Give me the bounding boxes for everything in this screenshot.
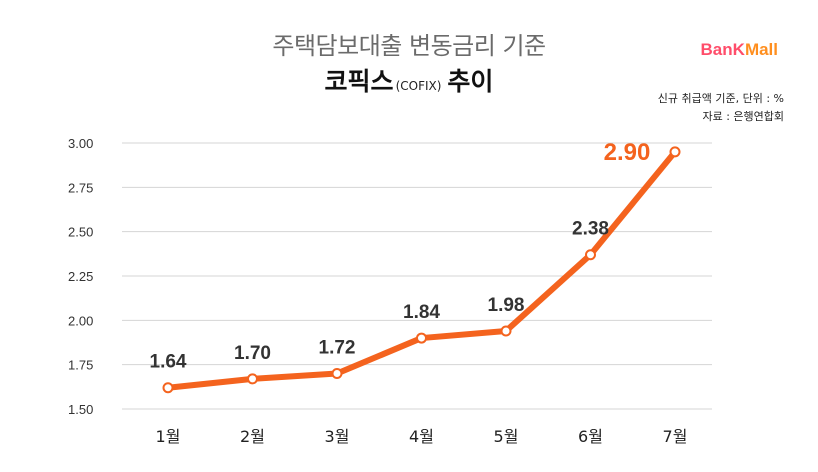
data-point bbox=[669, 146, 681, 158]
x-tick-label: 6월 bbox=[578, 427, 603, 446]
data-point bbox=[331, 368, 343, 380]
source-note: 자료 : 은행연합회 bbox=[702, 110, 784, 123]
y-tick-label: 1.75 bbox=[68, 358, 93, 373]
y-tick-label: 2.00 bbox=[68, 313, 93, 328]
data-point bbox=[500, 325, 512, 337]
title-main: 코픽스 bbox=[324, 67, 394, 96]
data-point bbox=[416, 332, 427, 344]
title-suffix: 추이 bbox=[447, 67, 494, 96]
logo-mall: Mall bbox=[744, 40, 778, 59]
title-paren: (COFIX) bbox=[395, 79, 442, 93]
x-tick-label: 2월 bbox=[240, 427, 265, 446]
y-tick-label: 2.50 bbox=[68, 225, 93, 240]
y-tick-label: 2.75 bbox=[68, 180, 93, 195]
data-label: 1.84 bbox=[403, 302, 440, 323]
bankmall-logo: BanKMall bbox=[701, 40, 778, 60]
data-label: 2.38 bbox=[572, 219, 609, 240]
chart-subtitle: 주택담보대출 변동금리 기준 bbox=[272, 32, 546, 60]
data-point bbox=[162, 382, 174, 394]
x-tick-label: 3월 bbox=[325, 427, 350, 446]
x-tick-label: 4월 bbox=[409, 427, 434, 446]
y-tick-label: 2.25 bbox=[68, 269, 93, 284]
logo-bank: BanK bbox=[700, 40, 745, 59]
data-label: 1.64 bbox=[150, 352, 187, 373]
x-tick-label: 1월 bbox=[156, 427, 181, 446]
data-label: 1.70 bbox=[234, 343, 271, 364]
unit-note: 신규 취급액 기준, 단위 : % bbox=[657, 92, 784, 105]
data-label: 1.98 bbox=[488, 295, 525, 316]
y-tick-label: 3.00 bbox=[68, 136, 93, 151]
y-tick-label: 1.50 bbox=[68, 402, 93, 417]
x-tick-label: 7월 bbox=[663, 427, 688, 446]
x-tick-label: 5월 bbox=[494, 427, 519, 446]
chart-title: 코픽스 (COFIX) 추이 bbox=[0, 62, 818, 98]
data-label: 2.90 bbox=[604, 139, 651, 166]
data-point bbox=[247, 373, 258, 385]
data-point bbox=[585, 249, 596, 261]
data-label: 1.72 bbox=[319, 338, 356, 359]
